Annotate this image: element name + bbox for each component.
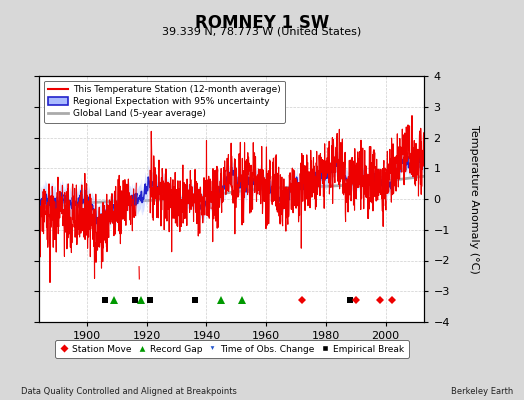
Legend: Station Move, Record Gap, Time of Obs. Change, Empirical Break: Station Move, Record Gap, Time of Obs. C… (55, 340, 409, 358)
Text: 39.339 N, 78.773 W (United States): 39.339 N, 78.773 W (United States) (162, 26, 362, 36)
Text: Berkeley Earth: Berkeley Earth (451, 387, 514, 396)
Text: Data Quality Controlled and Aligned at Breakpoints: Data Quality Controlled and Aligned at B… (21, 387, 237, 396)
Text: ROMNEY 1 SW: ROMNEY 1 SW (195, 14, 329, 32)
Y-axis label: Temperature Anomaly (°C): Temperature Anomaly (°C) (470, 125, 479, 273)
Legend: This Temperature Station (12-month average), Regional Expectation with 95% uncer: This Temperature Station (12-month avera… (44, 80, 285, 123)
